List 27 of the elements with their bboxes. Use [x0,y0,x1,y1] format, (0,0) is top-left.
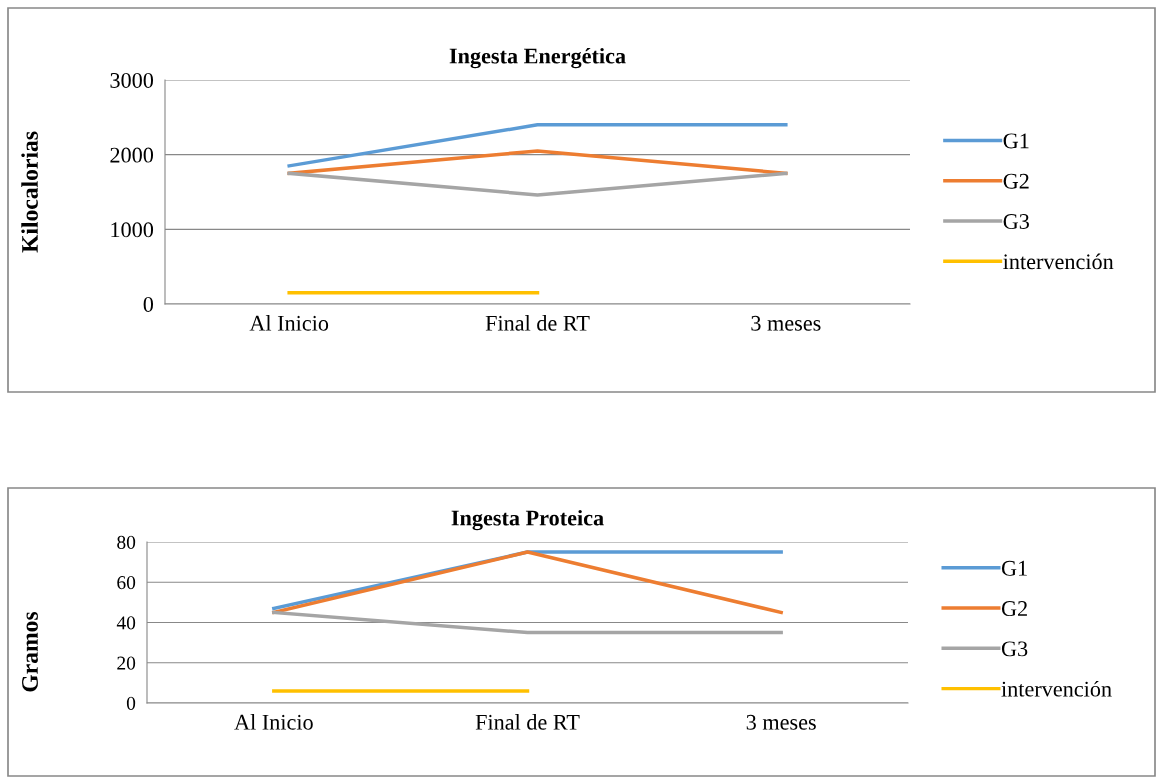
x-tick-label: 3 meses [751,315,821,331]
y-tick-label: 0 [126,696,136,710]
x-tick-label: Al Inicio [249,315,329,331]
legend-label: G2 [1003,173,1029,189]
y-axis-title: Kilocalorias [21,131,38,253]
x-tick-label: Final de RT [485,315,590,331]
legend-label: G1 [1003,133,1029,149]
legend-label: intervención [1003,253,1114,270]
y-tick-label: 40 [116,616,136,630]
y-axis-title: Gramos [22,611,38,692]
legend-label: G1 [1001,560,1027,576]
legend-label: G2 [1001,601,1027,617]
x-tick-label: 3 meses [746,714,816,730]
y-tick-label: 2000 [110,147,154,163]
y-tick-label: 20 [117,656,136,670]
x-tick-label: Al Inicio [234,714,313,730]
legend-label: intervención [1001,680,1112,697]
chart-title: Ingesta Proteica [451,509,604,531]
legend-label: G3 [1001,641,1028,657]
y-tick-label: 60 [117,576,136,590]
legend-label: G3 [1003,214,1029,229]
y-tick-label: 0 [143,296,154,312]
x-tick-label: Final de RT [475,714,580,730]
y-tick-label: 1000 [111,222,154,238]
y-tick-label: 80 [117,535,136,549]
chart-title: Ingesta Energética [449,47,626,69]
y-tick-label: 3000 [110,72,154,88]
